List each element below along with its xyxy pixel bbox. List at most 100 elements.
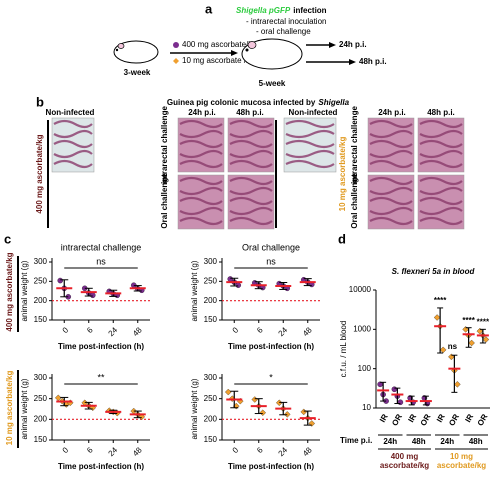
guinea-pig-large bbox=[241, 38, 303, 70]
x-tick-label: 24 bbox=[106, 325, 119, 338]
x-tick-label: 48 bbox=[301, 325, 314, 338]
tissue-fold bbox=[229, 196, 273, 206]
x-tick-label: 0 bbox=[231, 445, 241, 455]
tick-label: 150 bbox=[34, 435, 48, 444]
histology-images bbox=[51, 117, 465, 230]
diet-diamond bbox=[173, 58, 179, 64]
tissue-fold bbox=[179, 206, 223, 216]
tick-label: 250 bbox=[204, 394, 218, 403]
column-label: 48h p.i. bbox=[236, 108, 264, 117]
tick-label: 300 bbox=[34, 257, 48, 266]
tissue-fold bbox=[369, 119, 413, 129]
data-point bbox=[235, 282, 241, 288]
x-tick-label: IR bbox=[406, 412, 418, 424]
group-label: ascorbate/kg bbox=[437, 461, 486, 470]
tick-label: 200 bbox=[204, 296, 218, 305]
tissue-fold bbox=[369, 176, 413, 186]
column-label: 24h p.i. bbox=[378, 108, 406, 117]
title-species: Shigella bbox=[318, 98, 349, 107]
tissue-fold bbox=[229, 139, 273, 149]
tick-label: 200 bbox=[34, 414, 48, 423]
x-axis-label: Time post-infection (h) bbox=[228, 462, 314, 471]
tissue-fold bbox=[419, 119, 463, 129]
significance-label: ns bbox=[96, 256, 106, 266]
tick-label: 200 bbox=[34, 296, 48, 305]
arrow-head bbox=[349, 59, 356, 65]
route-label: - oral challenge bbox=[256, 27, 311, 36]
x-tick-label: 24 bbox=[276, 445, 289, 458]
column-label: 48h p.i. bbox=[427, 108, 455, 117]
x-tick-label: OR bbox=[476, 412, 490, 427]
infection-title: Shigella pGFP infection bbox=[236, 6, 327, 15]
diet-label: 400 mg ascorbate/kg bbox=[35, 134, 44, 213]
time-title: Time p.i. bbox=[340, 436, 372, 445]
data-point bbox=[57, 277, 64, 284]
group-label: 10 mg bbox=[450, 452, 473, 461]
infection-word: infection bbox=[293, 6, 326, 15]
tissue-fold bbox=[229, 159, 273, 169]
data-point bbox=[300, 408, 307, 416]
tissue-fold bbox=[285, 149, 335, 159]
data-point bbox=[90, 292, 96, 299]
guinea-pig-small bbox=[113, 40, 159, 64]
x-tick-label: 6 bbox=[85, 325, 95, 335]
data-point bbox=[391, 386, 398, 392]
group-label: 400 mg bbox=[391, 452, 419, 461]
time-label: 48h bbox=[469, 437, 483, 446]
chart-title: Oral challenge bbox=[242, 242, 300, 252]
data-point bbox=[259, 409, 266, 416]
tissue-fold bbox=[285, 159, 335, 169]
annotation: ns bbox=[448, 342, 458, 351]
row-label: 400 mg ascorbate/kg bbox=[5, 252, 14, 331]
annotation: **** bbox=[477, 317, 490, 326]
tissue-fold bbox=[179, 129, 223, 139]
column-label: 24h p.i. bbox=[188, 108, 216, 117]
tick-label: 10 bbox=[362, 403, 371, 412]
infection-species: Shigella pGFP bbox=[236, 6, 291, 15]
tick-label: 300 bbox=[204, 373, 218, 382]
annotation: **** bbox=[434, 296, 447, 305]
x-tick-label: OR bbox=[447, 412, 461, 427]
tissue-fold bbox=[229, 129, 273, 139]
x-tick-label: IR bbox=[435, 412, 447, 424]
x-tick-label: 6 bbox=[85, 445, 95, 455]
diet-label: 10 mg ascorbate/kg bbox=[338, 137, 347, 212]
x-tick-label: 0 bbox=[231, 325, 241, 335]
tick-label: 200 bbox=[204, 414, 218, 423]
x-axis-label: Time post-infection (h) bbox=[228, 342, 314, 351]
tick-label: 250 bbox=[34, 276, 48, 285]
significance-label: ns bbox=[266, 256, 276, 266]
y-axis-label: animal weight (g) bbox=[20, 378, 29, 439]
time-label: 48h p.i. bbox=[359, 57, 387, 66]
tissue-fold bbox=[419, 196, 463, 206]
arrow-head bbox=[231, 50, 238, 56]
tissue-fold bbox=[229, 186, 273, 196]
column-label: Non-infected bbox=[289, 108, 338, 117]
diet-label: 10 mg ascorbate /kg bbox=[182, 56, 254, 65]
tissue-fold bbox=[369, 196, 413, 206]
panel-letter: d bbox=[338, 231, 346, 246]
x-tick-label: 48 bbox=[131, 445, 144, 458]
arrow-head bbox=[329, 42, 336, 48]
x-tick-label: 0 bbox=[61, 325, 71, 335]
tick-label: 150 bbox=[204, 315, 218, 324]
data-point bbox=[397, 399, 404, 406]
x-axis-label: Time post-infection (h) bbox=[58, 342, 144, 351]
panel-letter: b bbox=[36, 94, 44, 109]
tissue-fold bbox=[369, 186, 413, 196]
tissue-fold bbox=[369, 206, 413, 216]
tissue-fold bbox=[369, 159, 413, 169]
tissue-fold bbox=[53, 119, 93, 129]
tissue-fold bbox=[285, 119, 335, 129]
tissue-fold bbox=[419, 139, 463, 149]
column-label: Non-infected bbox=[46, 108, 95, 117]
tissue-fold bbox=[285, 139, 335, 149]
tissue-fold bbox=[285, 129, 335, 139]
data-point bbox=[433, 314, 441, 321]
x-tick-label: 48 bbox=[301, 445, 314, 458]
x-tick-label: 24 bbox=[106, 445, 119, 458]
y-axis-label: c.f.u. / mL blood bbox=[339, 321, 348, 378]
chart-title: S. flexneri 5a in blood bbox=[392, 267, 476, 276]
panel-letter: a bbox=[205, 1, 213, 16]
x-tick-label: OR bbox=[419, 412, 433, 427]
